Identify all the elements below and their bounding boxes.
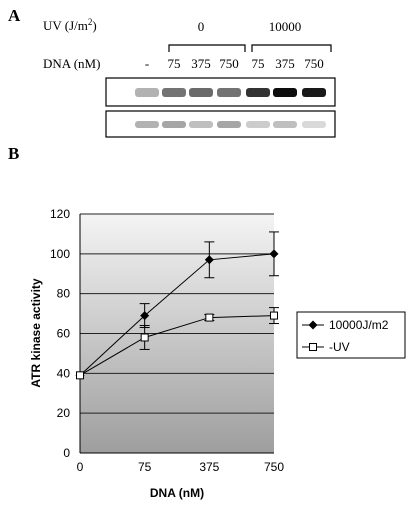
data-point-square	[309, 343, 317, 351]
lane-label: 375	[275, 56, 295, 71]
y-tick-label: 60	[57, 327, 71, 341]
x-tick-labels: 0 75 375 750	[77, 460, 285, 474]
x-tick-label: 0	[77, 460, 84, 474]
data-point-square	[76, 371, 84, 380]
blot-top-band	[302, 88, 326, 97]
series-layer	[75, 231, 279, 380]
blot-bottom-band	[189, 121, 213, 128]
data-point-diamond	[140, 311, 150, 321]
y-tick-label: 100	[50, 247, 70, 261]
lane-label: 750	[304, 56, 324, 71]
blot-bottom-band	[246, 121, 270, 128]
blot-bottom-bands	[135, 121, 326, 128]
legend-label: 10000J/m2	[329, 318, 389, 332]
y-tick-labels: 0 20 40 60 80 100 120	[50, 207, 70, 460]
lane-labels: - 75 375 750 75 375 750	[145, 56, 324, 71]
x-axis-title: DNA (nM)	[150, 486, 204, 500]
legend-label: -UV	[329, 340, 350, 354]
series-line	[79, 315, 275, 376]
blot-bottom-band	[217, 121, 241, 128]
uv-label-text: UV (J/m	[43, 18, 88, 33]
blot-top-band	[162, 88, 186, 97]
y-axis-title: ATR kinase activity	[29, 278, 43, 387]
panel-a-label: A	[8, 6, 21, 25]
x-tick-label: 375	[199, 460, 219, 474]
data-point-square	[270, 311, 278, 320]
legend-items: 10000J/m2 -UV	[302, 318, 389, 354]
blot-bottom-band	[135, 121, 159, 128]
y-tick-label: 40	[57, 366, 71, 380]
data-point-diamond	[204, 255, 214, 265]
data-point-square	[205, 313, 214, 322]
blot-top-band	[189, 88, 213, 97]
lane-label: -	[145, 56, 149, 71]
blot-top-band	[135, 88, 159, 97]
uv-axis-label: UV (J/m2)	[43, 17, 97, 33]
blot-top-band	[246, 88, 270, 97]
uv-group-0-label: 0	[198, 19, 205, 34]
data-point-diamond	[308, 320, 318, 330]
blot-bottom-band	[162, 121, 186, 128]
uv-group-10000-label: 10000	[269, 19, 302, 34]
western-blot-bottom	[105, 110, 336, 138]
y-tick-label: 20	[57, 406, 71, 420]
blot-bottom-band	[302, 121, 326, 128]
data-point-diamond	[269, 249, 279, 259]
panel-b-label: B	[8, 144, 19, 163]
bracket-uv-10000	[251, 44, 332, 52]
blot-top-band	[217, 88, 241, 97]
y-tick-label: 80	[57, 287, 71, 301]
uv-label-close: )	[92, 18, 96, 33]
uv-label-superscript: 2	[88, 17, 93, 27]
y-tick-label: 0	[63, 446, 70, 460]
data-point-square	[140, 333, 149, 342]
lane-label: 75	[168, 56, 181, 71]
x-tick-label: 750	[264, 460, 284, 474]
bracket-uv-0	[168, 44, 246, 52]
x-tick-label: 75	[138, 460, 152, 474]
grid-lines	[80, 213, 274, 414]
y-tick-label: 120	[50, 207, 70, 221]
blot-top-band	[273, 88, 297, 97]
lane-label: 750	[219, 56, 239, 71]
dna-axis-label: DNA (nM)	[43, 56, 100, 71]
lane-label: 75	[252, 56, 265, 71]
series-line	[79, 253, 275, 376]
lane-label: 375	[191, 56, 211, 71]
series-1	[76, 307, 279, 380]
blot-top-bands	[135, 88, 326, 97]
blot-bottom-band	[273, 121, 297, 128]
